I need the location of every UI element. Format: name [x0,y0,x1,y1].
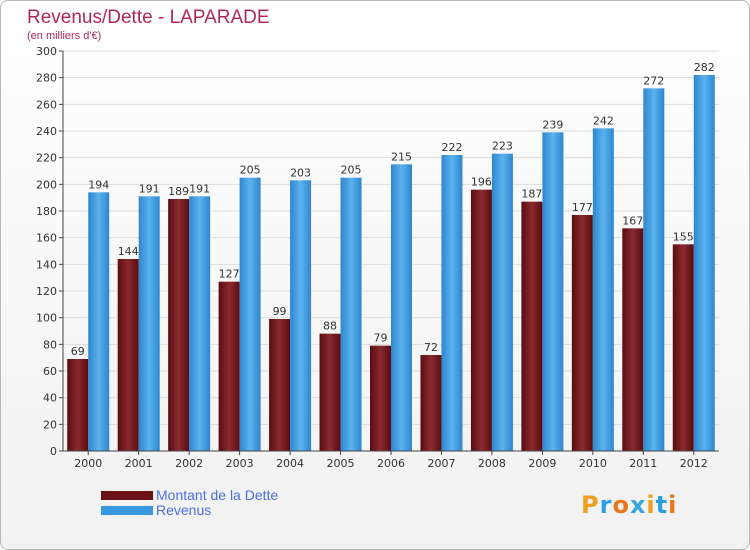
y-tick-label: 60 [43,365,57,378]
bar-debt-2004 [269,319,291,451]
bar-debt-2012 [672,244,694,451]
data-label-revenus-2006: 215 [391,150,412,163]
data-label-revenus-2008: 223 [492,140,513,153]
bar-revenus-2005 [340,177,362,451]
data-label-debt-2008: 196 [471,176,492,189]
bar-debt-2001 [117,259,139,451]
x-tick-label: 2008 [478,457,506,470]
bar-revenus-2011 [643,88,665,451]
data-label-debt-2012: 155 [673,230,694,243]
legend-label-revenus: Revenus [156,502,212,518]
y-tick-label: 220 [36,152,57,165]
x-tick-label: 2004 [276,457,304,470]
bar-revenus-2003 [239,177,261,451]
y-tick-label: 120 [36,285,57,298]
data-label-revenus-2002: 191 [189,182,210,195]
logo-letter: P [581,491,600,519]
bar-debt-2007 [420,355,442,451]
data-label-revenus-2009: 239 [542,118,563,131]
bar-debt-2005 [319,333,341,451]
logo-letter: r [599,491,613,519]
chart-title: Revenus/Dette - LAPARADE [27,7,270,28]
data-label-debt-2010: 177 [572,201,593,214]
bar-debt-2010 [571,215,593,451]
bar-revenus-2004 [290,180,312,452]
y-tick-label: 0 [50,445,57,458]
legend-swatch-revenus [101,506,153,515]
x-tick-label: 2012 [680,457,708,470]
x-tick-label: 2006 [377,457,405,470]
x-tick-label: 2007 [427,457,455,470]
chart-subtitle: (en milliers d'€) [27,30,102,42]
y-tick-label: 240 [36,125,57,138]
bar-revenus-2009 [542,132,564,452]
bar-debt-2000 [67,359,89,451]
legend-label-debt: Montant de la Dette [156,487,279,503]
proxiti-logo: Proxiti [581,491,677,519]
data-label-revenus-2012: 282 [694,61,715,74]
y-tick-label: 80 [43,338,57,351]
bar-revenus-2008 [491,153,513,451]
x-tick-label: 2011 [629,457,657,470]
data-label-revenus-2011: 272 [643,74,664,87]
bar-revenus-2010 [592,128,614,451]
bar-debt-2009 [521,201,543,451]
bar-revenus-2002 [189,196,211,451]
bar-revenus-2000 [88,192,110,452]
y-tick-label: 300 [36,45,57,58]
data-label-revenus-2005: 205 [341,164,362,177]
bar-revenus-2001 [138,196,160,451]
data-label-debt-2007: 72 [424,341,438,354]
logo-letter: x [629,491,647,519]
bar-revenus-2012 [693,75,715,451]
data-label-debt-2004: 99 [273,305,287,318]
data-label-debt-2006: 79 [374,332,388,345]
logo-letter: o [612,491,630,519]
y-tick-label: 200 [36,178,57,191]
data-label-revenus-2003: 205 [240,164,261,177]
bar-debt-2006 [370,345,391,451]
y-tick-label: 280 [36,72,57,85]
x-tick-label: 2009 [528,457,556,470]
data-label-debt-2009: 187 [521,188,542,201]
x-tick-label: 2002 [175,457,203,470]
bar-revenus-2006 [391,164,412,452]
y-tick-label: 140 [36,258,57,271]
x-tick-label: 2010 [579,457,607,470]
data-label-revenus-2004: 203 [290,166,311,179]
bar-debt-2008 [470,189,492,451]
logo-letter: i [646,491,656,519]
x-tick-label: 2003 [226,457,254,470]
bar-revenus-2007 [441,155,463,451]
data-label-revenus-2010: 242 [593,114,614,127]
x-tick-label: 2000 [74,457,102,470]
bar-debt-2011 [622,228,644,451]
bar-debt-2003 [218,281,240,451]
data-label-debt-2002: 189 [168,185,189,198]
data-label-revenus-2001: 191 [139,182,160,195]
data-label-debt-2005: 88 [323,320,337,333]
data-label-debt-2003: 127 [219,268,240,281]
data-label-debt-2000: 69 [71,345,85,358]
data-label-revenus-2000: 194 [88,178,109,191]
legend-swatch-debt [101,491,153,500]
y-tick-label: 40 [43,392,57,405]
x-tick-label: 2001 [125,457,153,470]
y-tick-label: 100 [36,312,57,325]
data-label-revenus-2007: 222 [441,141,462,154]
data-label-debt-2011: 167 [622,214,643,227]
y-tick-label: 160 [36,232,57,245]
x-tick-label: 2005 [327,457,355,470]
data-label-debt-2001: 144 [118,245,139,258]
y-tick-label: 260 [36,98,57,111]
y-tick-label: 20 [43,418,57,431]
y-tick-label: 180 [36,205,57,218]
bar-debt-2002 [168,199,190,451]
logo-letter: i [668,491,678,519]
logo-letter: t [655,491,669,519]
